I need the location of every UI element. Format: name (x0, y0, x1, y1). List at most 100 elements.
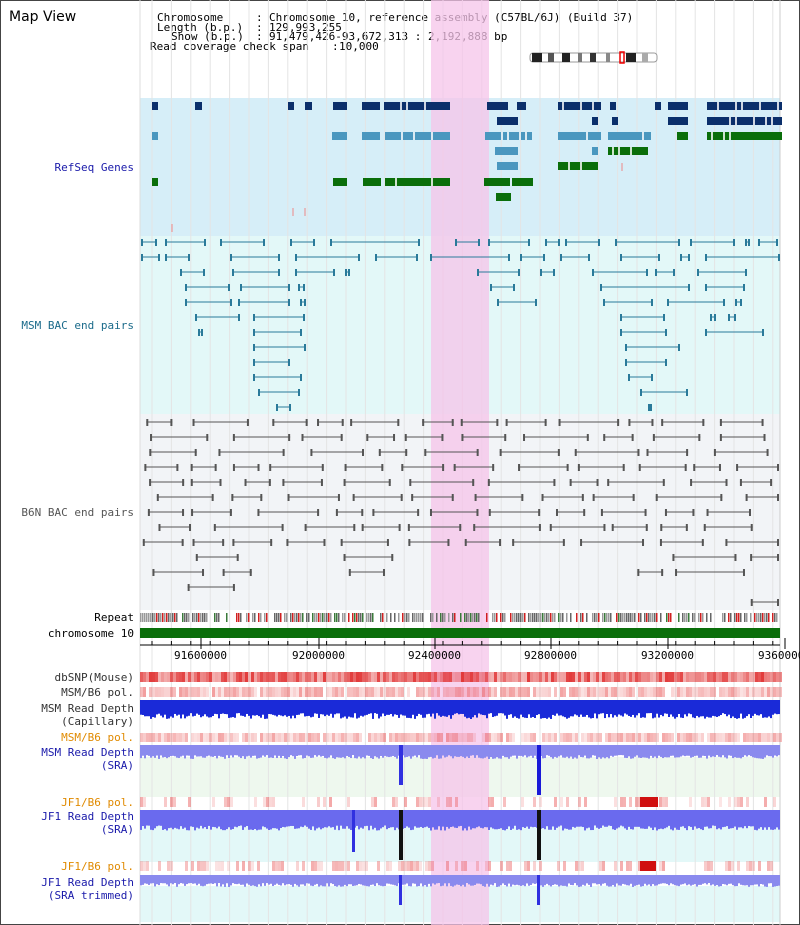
read-depth-bar (286, 875, 288, 885)
heat-cell (173, 687, 176, 697)
read-depth-bar (520, 745, 522, 756)
repeat-mark (740, 613, 742, 622)
heat-cell (662, 672, 665, 682)
refseq-gene (288, 102, 294, 110)
read-depth-bar (328, 745, 330, 758)
heat-cell (698, 733, 701, 742)
gene-exon-gap (729, 132, 731, 140)
read-depth-bar (726, 810, 728, 827)
heat-cell (569, 687, 572, 697)
read-depth-bar (230, 745, 232, 756)
read-depth-bar (570, 875, 572, 885)
heat-cell (332, 733, 335, 742)
read-depth-bar (752, 875, 754, 886)
b6n-bac-end (555, 509, 558, 516)
heat-cell (764, 687, 767, 697)
msm-bac-end (678, 344, 680, 351)
repeat-mark (542, 613, 544, 622)
track-label-refseq[interactable]: RefSeq Genes (54, 161, 134, 174)
heat-cell (491, 733, 494, 742)
heat-cell (308, 733, 311, 742)
heat-cell (488, 672, 491, 682)
read-depth-bar (600, 875, 602, 886)
msm-bac-end (141, 239, 143, 246)
read-depth-bar (166, 810, 168, 831)
track-label-b6n-bac[interactable]: B6N BAC end pairs (21, 506, 134, 519)
read-depth-bar (216, 875, 218, 887)
read-depth-bar (250, 810, 252, 830)
heat-cell (707, 672, 710, 682)
repeat-mark (722, 613, 724, 622)
b6n-bac-end (692, 509, 695, 516)
heat-cell (479, 672, 482, 682)
read-depth-bar (372, 810, 374, 830)
read-depth-bar (668, 810, 670, 826)
heat-cell (599, 672, 602, 682)
read-depth-bar (366, 810, 368, 826)
b6n-bac-end (424, 449, 427, 456)
read-depth-bar (708, 745, 710, 756)
heat-cell (239, 687, 242, 697)
msm-bac-end (375, 254, 377, 261)
read-depth-bar (462, 810, 464, 831)
heat-cell (140, 672, 143, 682)
heat-cell (749, 733, 752, 742)
read-depth-bar (480, 810, 482, 828)
heat-cell (353, 672, 356, 682)
info-chromosome-label: Chromosome (157, 11, 224, 24)
read-depth-bar (736, 810, 738, 830)
read-depth-bar (320, 875, 322, 886)
read-depth-bar (402, 700, 404, 716)
read-depth-bar (162, 745, 164, 758)
heat-cell (626, 861, 629, 871)
repeat-mark (528, 613, 530, 622)
read-depth-bar (682, 745, 684, 756)
heat-cell (290, 672, 293, 682)
track-label-msm-bac[interactable]: MSM BAC end pairs (21, 319, 134, 332)
heat-cell (161, 687, 164, 697)
msm-bac-end (330, 239, 332, 246)
heat-cell (476, 861, 479, 871)
heat-cell (677, 733, 680, 742)
read-depth-bar (742, 875, 744, 886)
heat-cell (755, 672, 758, 682)
read-depth-bar (182, 745, 184, 756)
heat-cell (200, 733, 203, 742)
read-depth-bar (664, 745, 666, 758)
read-depth-bar (468, 700, 470, 718)
msm-bac-end (289, 404, 291, 411)
read-depth-bar (428, 700, 430, 714)
heat-cell (296, 672, 299, 682)
b6n-bac-end (232, 539, 235, 546)
depth-spike (537, 745, 541, 795)
msm-bac-end (416, 254, 418, 261)
msm-bac-end (705, 254, 707, 261)
read-depth-bar (486, 700, 488, 719)
read-depth-bar (360, 745, 362, 759)
read-depth-bar (486, 810, 488, 828)
heat-cell (758, 733, 761, 742)
read-depth-bar (432, 875, 434, 884)
read-depth-bar (666, 810, 668, 828)
read-depth-bar (152, 745, 154, 757)
info-colon: : (256, 30, 263, 43)
repeat-mark (626, 613, 628, 622)
read-depth-bar (522, 875, 524, 886)
read-depth-bar (218, 700, 220, 719)
read-depth-bar (386, 745, 388, 757)
msm-bac-end (288, 299, 290, 306)
b6n-bac-end (152, 569, 155, 576)
heat-cell (287, 687, 290, 697)
read-depth-bar (476, 810, 478, 828)
read-depth-bar (212, 875, 214, 884)
heat-cell (713, 733, 716, 742)
heat-cell (563, 687, 566, 697)
heat-cell (326, 672, 329, 682)
heat-cell (167, 861, 170, 871)
read-depth-bar (624, 700, 626, 714)
read-depth-bar (360, 810, 362, 828)
read-depth-bar (316, 810, 318, 829)
b6n-bac-end (734, 554, 737, 561)
msm-bac-end (558, 239, 560, 246)
